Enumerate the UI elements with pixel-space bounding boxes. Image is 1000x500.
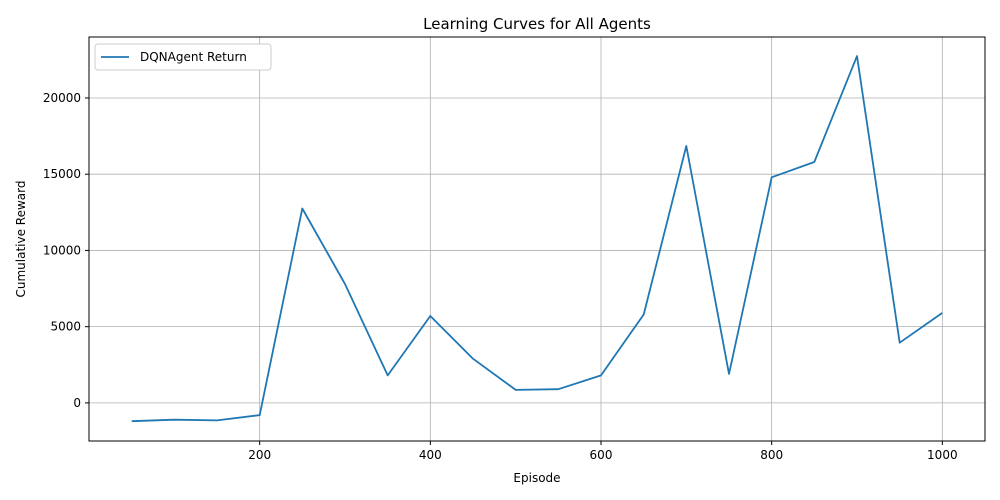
legend-box: [94, 43, 272, 71]
x-tick-label: 400: [419, 448, 442, 462]
series-line-dqnagent-return: [131, 55, 943, 423]
x-axis-title: Episode: [513, 471, 560, 485]
x-tick-label: 600: [590, 448, 613, 462]
y-tick-label: 5000: [50, 320, 81, 334]
chart-title: Learning Curves for All Agents: [423, 15, 651, 33]
x-tick-label: 1000: [927, 448, 958, 462]
grid: [89, 37, 985, 441]
y-tick-label: 10000: [43, 243, 81, 257]
series-group: [131, 55, 943, 423]
x-tick-label: 200: [248, 448, 271, 462]
y-tick-label: 15000: [43, 167, 81, 181]
y-axis: 0 5000 10000 15000 20000: [43, 91, 89, 410]
y-tick-label: 20000: [43, 91, 81, 105]
legend-label: DQNAgent Return: [140, 50, 247, 64]
x-tick-label: 800: [760, 448, 783, 462]
y-tick-label: 0: [73, 396, 81, 410]
y-axis-title: Cumulative Reward: [14, 181, 28, 298]
plot-frame: [88, 36, 986, 442]
x-axis: 200 400 600 800 1000: [248, 441, 958, 462]
legend: DQNAgent Return: [94, 43, 272, 71]
